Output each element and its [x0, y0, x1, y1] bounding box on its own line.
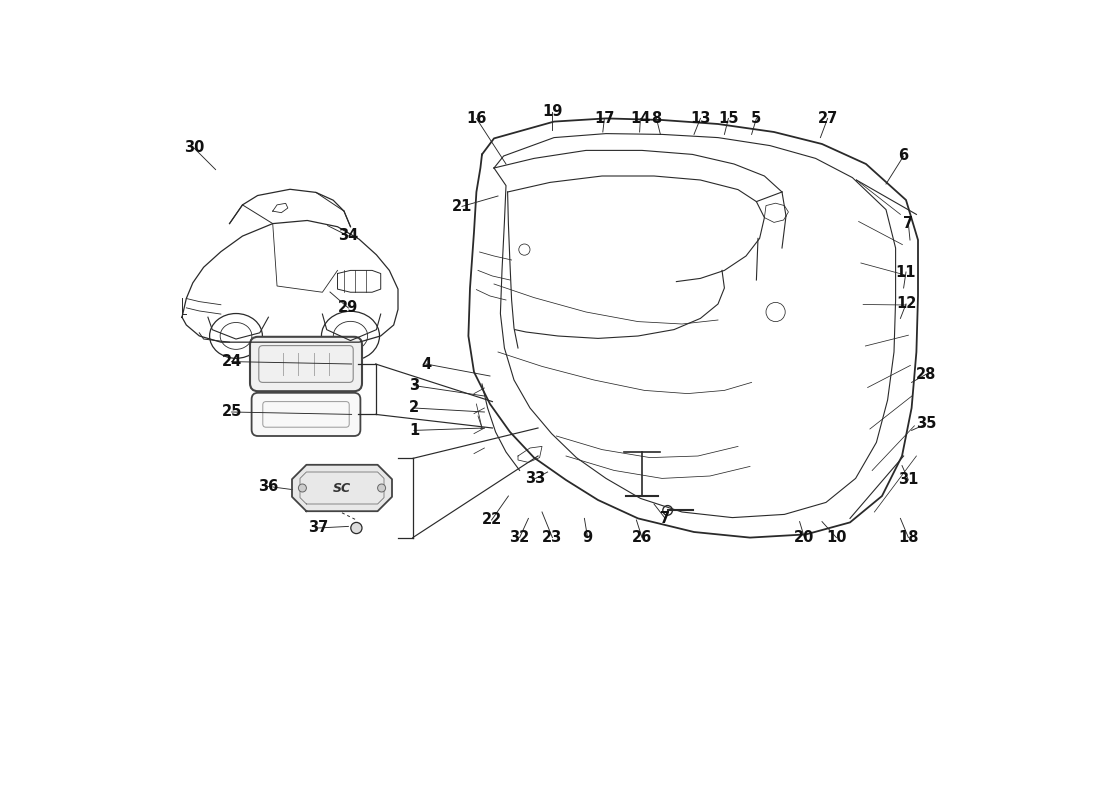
Text: 32: 32 [509, 530, 530, 545]
Text: 33: 33 [526, 471, 546, 486]
Text: 4: 4 [421, 357, 431, 371]
Text: SC: SC [333, 482, 351, 494]
Circle shape [377, 484, 386, 492]
Text: 5: 5 [751, 111, 761, 126]
Text: 35: 35 [916, 417, 936, 431]
Text: 9: 9 [583, 530, 593, 545]
FancyBboxPatch shape [263, 402, 349, 427]
FancyBboxPatch shape [250, 337, 362, 391]
FancyBboxPatch shape [252, 393, 361, 436]
Text: 10: 10 [826, 530, 847, 545]
Text: 1: 1 [409, 423, 419, 438]
Text: 22: 22 [482, 513, 502, 527]
Text: 14: 14 [630, 111, 650, 126]
Text: 12: 12 [895, 297, 916, 311]
Text: 36: 36 [258, 479, 278, 494]
Text: 7: 7 [903, 217, 913, 231]
Text: 24: 24 [221, 354, 242, 369]
Text: 21: 21 [452, 199, 472, 214]
Text: 6: 6 [899, 149, 909, 163]
Polygon shape [292, 465, 392, 511]
Text: 11: 11 [895, 265, 916, 279]
Text: 19: 19 [542, 105, 562, 119]
Text: 20: 20 [794, 530, 815, 545]
Text: 3: 3 [409, 378, 419, 393]
Text: 28: 28 [916, 367, 936, 382]
FancyBboxPatch shape [258, 346, 353, 382]
Text: 15: 15 [718, 111, 739, 126]
Text: 29: 29 [339, 301, 359, 315]
Circle shape [351, 522, 362, 534]
Text: 30: 30 [184, 141, 205, 155]
Text: 2: 2 [409, 401, 419, 415]
Circle shape [298, 484, 307, 492]
Text: 37: 37 [308, 521, 328, 535]
Text: 17: 17 [594, 111, 615, 126]
Text: 31: 31 [899, 473, 918, 487]
Text: 26: 26 [631, 530, 652, 545]
Text: 18: 18 [898, 530, 918, 545]
Text: 8: 8 [651, 111, 661, 126]
Text: 25: 25 [221, 405, 242, 419]
Text: 7: 7 [660, 511, 670, 526]
Text: 13: 13 [690, 111, 711, 126]
Text: 27: 27 [817, 111, 838, 126]
Text: 23: 23 [542, 530, 562, 545]
Text: 34: 34 [339, 229, 359, 243]
Text: 16: 16 [466, 111, 486, 126]
